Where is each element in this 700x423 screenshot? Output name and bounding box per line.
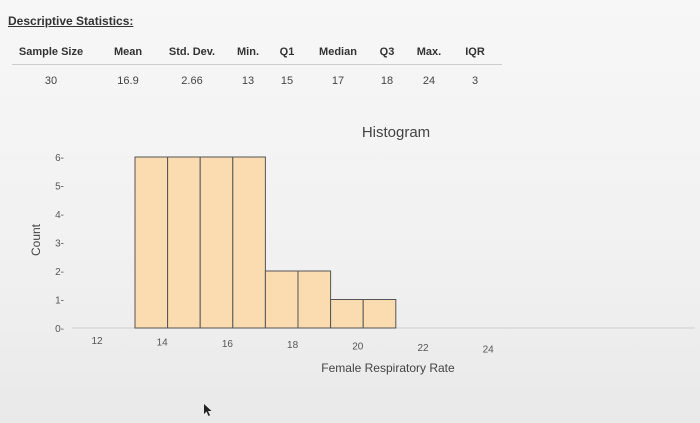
histogram-bar-2	[199, 156, 234, 329]
histogram-bars	[134, 156, 397, 329]
y-tick-label-3: 3-	[55, 239, 64, 250]
value-mean: 16.9	[117, 75, 139, 87]
header-std-dev: Std. Dev.	[168, 46, 216, 58]
x-tick-label-5: 22	[417, 343, 429, 354]
value-q3: 18	[380, 75, 394, 87]
histogram-bar-3	[232, 156, 266, 329]
y-tick-label-4: 4-	[55, 210, 64, 221]
value-min: 13	[241, 75, 255, 87]
y-tick-label-6: 6-	[55, 153, 64, 164]
descriptive-statistics-title: Descriptive Statistics:	[8, 14, 134, 28]
header-max: Max.	[416, 46, 442, 58]
y-axis-label: Count	[29, 223, 43, 256]
x-tick-label-3: 18	[287, 340, 299, 351]
value-max: 24	[422, 75, 436, 87]
header-median: Median	[319, 46, 357, 58]
header-min: Min.	[237, 46, 259, 58]
value-std-dev: 2.66	[181, 75, 203, 87]
value-q1: 15	[280, 75, 294, 87]
x-axis-label: Female Respiratory Rate	[321, 361, 455, 375]
mouse-cursor-icon	[204, 404, 212, 416]
value-iqr: 3	[471, 75, 479, 87]
header-mean: Mean	[113, 46, 143, 58]
x-tick-label-4: 20	[352, 342, 364, 353]
x-tick-label-1: 14	[157, 337, 169, 348]
y-axis-ticks: 0- 1- 2- 3- 4- 5- 6-	[55, 153, 64, 335]
histogram-bar-0	[134, 156, 169, 329]
x-axis-ticks: 12 14 16 18 20 22 24	[91, 336, 494, 355]
x-tick-label-2: 16	[222, 339, 234, 350]
value-sample-size: 30	[44, 75, 58, 87]
y-tick-label-5: 5-	[55, 182, 64, 193]
header-sample-size: Sample Size	[18, 46, 84, 58]
histogram-bar-4	[264, 270, 299, 329]
y-tick-label-0: 0-	[55, 324, 64, 335]
header-q3: Q3	[379, 46, 395, 58]
histogram-bar-7	[362, 299, 397, 329]
header-q1: Q1	[279, 46, 295, 58]
stats-table: Sample Size Mean Std. Dev. Min. Q1 Media…	[12, 42, 502, 87]
stats-header-row: Sample Size Mean Std. Dev. Min. Q1 Media…	[12, 42, 502, 65]
x-tick-label-6: 24	[483, 344, 495, 355]
y-tick-label-1: 1-	[55, 296, 64, 307]
stats-values-row: 30 16.9 2.66 13 15 17 18 24 3	[12, 65, 502, 87]
histogram-bar-1	[167, 156, 201, 329]
header-iqr: IQR	[465, 46, 485, 58]
histogram-bar-6	[330, 299, 364, 329]
chart-title: Histogram	[362, 124, 430, 141]
y-tick-label-2: 2-	[55, 267, 64, 278]
histogram-bar-5	[297, 270, 332, 329]
value-median: 17	[331, 75, 345, 87]
x-tick-label-0: 12	[91, 336, 103, 347]
